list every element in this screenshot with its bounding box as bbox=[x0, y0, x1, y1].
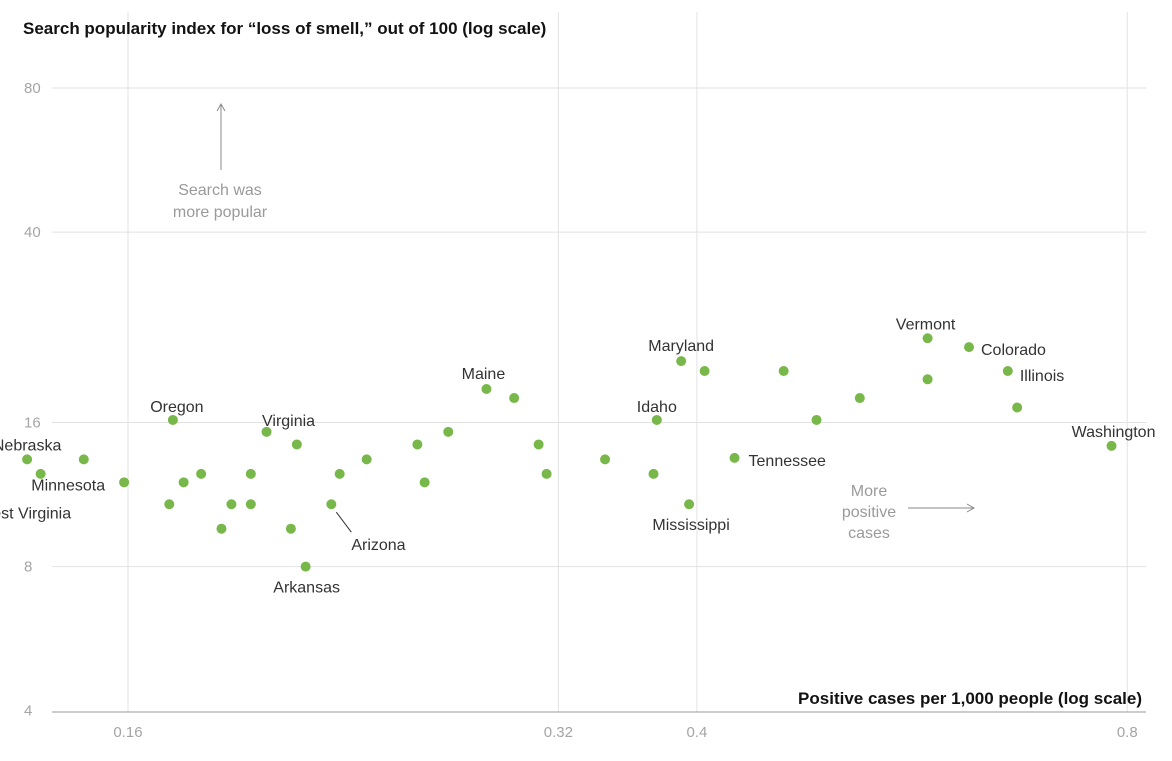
point-virginia bbox=[261, 426, 272, 437]
point-label: Arkansas bbox=[273, 580, 340, 597]
point-label: Nebraska bbox=[0, 437, 61, 454]
point-unlabeled bbox=[164, 499, 175, 510]
y-tick-label: 8 bbox=[24, 559, 32, 576]
point-unlabeled bbox=[35, 468, 46, 479]
point-unlabeled bbox=[922, 374, 933, 385]
x-tick-label: 0.4 bbox=[686, 724, 707, 741]
point-unlabeled bbox=[226, 499, 237, 510]
point-unlabeled bbox=[541, 468, 552, 479]
point-label: Virginia bbox=[262, 413, 315, 430]
point-oregon bbox=[167, 414, 178, 425]
point-unlabeled bbox=[419, 477, 430, 488]
point-arizona bbox=[326, 499, 337, 510]
point-maryland bbox=[676, 356, 687, 367]
point-washington bbox=[1106, 440, 1117, 451]
x-axis-label: Positive cases per 1,000 people (log sca… bbox=[798, 689, 1142, 708]
point-label: Tennessee bbox=[749, 453, 826, 470]
point-colorado bbox=[963, 342, 974, 353]
right-arrowhead-icon bbox=[966, 503, 976, 513]
x-tick-label: 0.16 bbox=[113, 724, 142, 741]
point-unlabeled bbox=[291, 439, 302, 450]
point-unlabeled bbox=[361, 454, 372, 465]
point-label: Oregon bbox=[150, 399, 203, 416]
point-unlabeled bbox=[811, 414, 822, 425]
point-minnesota bbox=[119, 477, 130, 488]
point-unlabeled bbox=[245, 499, 256, 510]
point-unlabeled bbox=[334, 468, 345, 479]
point-unlabeled bbox=[216, 523, 227, 534]
point-unlabeled bbox=[196, 468, 207, 479]
annotation-search-popular: Search was bbox=[178, 182, 262, 199]
y-tick-label: 4 bbox=[24, 703, 32, 720]
point-nebraska bbox=[22, 454, 33, 465]
y-tick-label: 16 bbox=[24, 415, 41, 432]
point-label: Minnesota bbox=[31, 477, 105, 494]
point-label: Colorado bbox=[981, 342, 1046, 359]
y-tick-label: 80 bbox=[24, 80, 41, 97]
x-tick-label: 0.32 bbox=[544, 724, 573, 741]
point-label: Idaho bbox=[637, 399, 677, 416]
x-tick-label: 0.8 bbox=[1117, 724, 1138, 741]
point-unlabeled bbox=[600, 454, 611, 465]
point-idaho bbox=[651, 414, 662, 425]
point-unlabeled bbox=[699, 366, 710, 377]
annotation-more-cases: cases bbox=[848, 525, 890, 542]
point-maine bbox=[481, 384, 492, 395]
point-labels: New YorkNew JerseyLouisianaMichiganConne… bbox=[0, 316, 1156, 597]
point-label: Arizona bbox=[351, 537, 405, 554]
annotation-more-cases: More bbox=[851, 483, 888, 500]
point-unlabeled bbox=[1012, 402, 1023, 413]
point-unlabeled bbox=[285, 523, 296, 534]
point-tennessee bbox=[729, 452, 740, 463]
y-tick-label: 40 bbox=[24, 224, 41, 241]
annotations: Search was more popular More positive cases bbox=[173, 102, 976, 542]
point-label: Illinois bbox=[1020, 368, 1064, 385]
data-points bbox=[22, 333, 1117, 572]
point-unlabeled bbox=[509, 393, 520, 404]
point-label: Mississippi bbox=[652, 517, 729, 534]
point-label: Vermont bbox=[896, 316, 956, 333]
chart-title: Search popularity index for “loss of sme… bbox=[23, 19, 546, 38]
leader-line bbox=[335, 511, 352, 533]
point-unlabeled bbox=[648, 468, 659, 479]
point-unlabeled bbox=[78, 454, 89, 465]
up-arrowhead-icon bbox=[216, 102, 226, 112]
point-unlabeled bbox=[533, 439, 544, 450]
point-unlabeled bbox=[245, 468, 256, 479]
point-unlabeled bbox=[412, 439, 423, 450]
point-mississippi bbox=[684, 499, 695, 510]
point-unlabeled bbox=[178, 477, 189, 488]
point-label: West Virginia bbox=[0, 506, 71, 523]
point-unlabeled bbox=[854, 393, 865, 404]
point-illinois bbox=[1002, 366, 1013, 377]
point-unlabeled bbox=[778, 366, 789, 377]
point-arkansas bbox=[300, 561, 311, 572]
point-unlabeled bbox=[443, 426, 454, 437]
point-label: Maine bbox=[462, 366, 506, 383]
axes: 0.160.320.40.81.6480401684 bbox=[24, 80, 1146, 741]
annotation-search-popular: more popular bbox=[173, 204, 268, 221]
point-vermont bbox=[922, 333, 933, 344]
annotation-more-cases: positive bbox=[842, 504, 896, 521]
point-label: Maryland bbox=[648, 338, 714, 355]
point-label: Washington bbox=[1072, 424, 1156, 441]
grid-lines bbox=[52, 12, 1146, 712]
